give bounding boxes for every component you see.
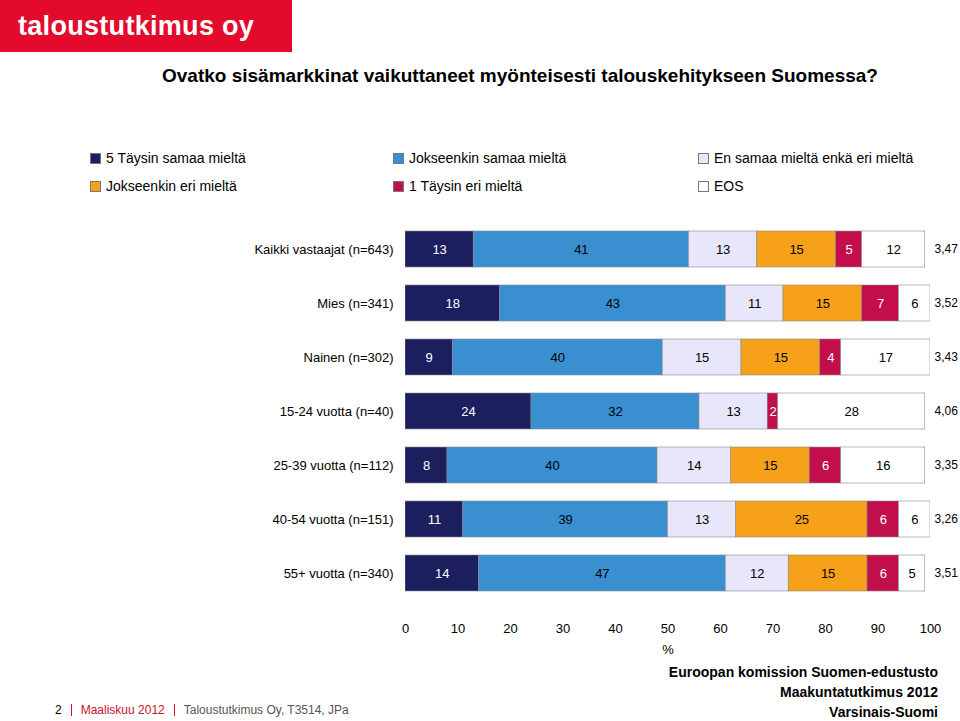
svg-text:24: 24: [461, 404, 475, 419]
svg-text:%: %: [662, 642, 674, 657]
svg-text:3,26: 3,26: [935, 512, 959, 526]
svg-text:15: 15: [789, 242, 803, 257]
svg-text:15: 15: [763, 458, 777, 473]
html-text:Taloustutkimus Oy, T3514, JPa: Taloustutkimus Oy, T3514, JPa: [183, 703, 349, 717]
svg-text:15: 15: [816, 296, 830, 311]
svg-text:15: 15: [695, 350, 709, 365]
svg-text:50: 50: [661, 621, 675, 636]
svg-text:12: 12: [887, 242, 901, 257]
svg-text:11: 11: [428, 512, 442, 527]
svg-text:100: 100: [920, 621, 942, 636]
svg-text:20: 20: [503, 621, 517, 636]
html-text:2: 2: [55, 703, 62, 717]
svg-text:80: 80: [818, 621, 832, 636]
svg-text:30: 30: [556, 621, 570, 636]
svg-text:70: 70: [766, 621, 780, 636]
svg-text:55+ vuotta (n=340): 55+ vuotta (n=340): [284, 566, 394, 581]
svg-text:Kaikki vastaajat (n=643): Kaikki vastaajat (n=643): [254, 242, 393, 257]
svg-text:40-54 vuotta (n=151): 40-54 vuotta (n=151): [272, 512, 393, 527]
html-text:Varsinais-Suomi: Varsinais-Suomi: [829, 704, 938, 720]
svg-text:5: 5: [846, 242, 853, 257]
svg-text:6: 6: [880, 512, 887, 527]
svg-text:18: 18: [446, 296, 460, 311]
html-text:Maakuntatutkimus 2012: Maakuntatutkimus 2012: [780, 684, 938, 700]
svg-text:6: 6: [822, 458, 829, 473]
svg-text:3,47: 3,47: [935, 242, 959, 256]
svg-text:15-24 vuotta (n=40): 15-24 vuotta (n=40): [280, 404, 394, 419]
svg-text:6: 6: [911, 296, 918, 311]
svg-text:43: 43: [606, 296, 620, 311]
svg-text:7: 7: [877, 296, 884, 311]
svg-text:40: 40: [545, 458, 559, 473]
html-text:En samaa mieltä enkä eri mielt: En samaa mieltä enkä eri mieltä: [714, 150, 914, 166]
svg-text:90: 90: [871, 621, 885, 636]
svg-text:5: 5: [909, 566, 916, 581]
svg-text:11: 11: [748, 296, 762, 311]
html-text:1 Täysin eri mieltä: 1 Täysin eri mieltä: [409, 178, 523, 194]
svg-text:13: 13: [432, 242, 446, 257]
svg-text:6: 6: [880, 566, 887, 581]
svg-text:13: 13: [716, 242, 730, 257]
svg-text:17: 17: [879, 350, 893, 365]
svg-text:28: 28: [845, 404, 859, 419]
html-text:Euroopan komission Suomen-edus: Euroopan komission Suomen-edustusto: [668, 664, 938, 680]
svg-text:Mies (n=341): Mies (n=341): [317, 296, 393, 311]
svg-text:3,52: 3,52: [935, 296, 959, 310]
svg-text:40: 40: [551, 350, 565, 365]
svg-text:60: 60: [713, 621, 727, 636]
svg-text:13: 13: [695, 512, 709, 527]
svg-text:4,06: 4,06: [935, 404, 959, 418]
svg-text:Nainen (n=302): Nainen (n=302): [304, 350, 394, 365]
svg-text:16: 16: [876, 458, 890, 473]
svg-text:10: 10: [451, 621, 465, 636]
svg-text:2: 2: [769, 404, 776, 419]
html-text:EOS: EOS: [714, 178, 744, 194]
html-text:Jokseenkin eri mieltä: Jokseenkin eri mieltä: [106, 178, 237, 194]
svg-text:9: 9: [426, 350, 433, 365]
svg-text:14: 14: [687, 458, 701, 473]
svg-text:39: 39: [558, 512, 572, 527]
svg-text:0: 0: [402, 621, 409, 636]
svg-text:3,35: 3,35: [935, 458, 959, 472]
svg-text:40: 40: [608, 621, 622, 636]
html-text:Jokseenkin samaa mieltä: Jokseenkin samaa mieltä: [409, 150, 567, 166]
svg-text:32: 32: [608, 404, 622, 419]
html-text:5 Täysin samaa mieltä: 5 Täysin samaa mieltä: [106, 150, 246, 166]
svg-text:15: 15: [821, 566, 835, 581]
html-text:taloustutkimus oy: taloustutkimus oy: [18, 11, 255, 41]
svg-text:41: 41: [574, 242, 588, 257]
svg-text:4: 4: [827, 350, 834, 365]
svg-text:3,43: 3,43: [935, 350, 959, 364]
svg-text:25: 25: [795, 512, 809, 527]
html-text:Ovatko sisämarkkinat vaikuttan: Ovatko sisämarkkinat vaikuttaneet myönte…: [162, 65, 878, 86]
svg-text:13: 13: [726, 404, 740, 419]
svg-text:8: 8: [423, 458, 430, 473]
svg-text:25-39 vuotta (n=112): 25-39 vuotta (n=112): [273, 458, 393, 473]
svg-text:15: 15: [774, 350, 788, 365]
svg-text:6: 6: [911, 512, 918, 527]
html-text:Maaliskuu 2012: Maaliskuu 2012: [80, 703, 165, 717]
svg-text:3,51: 3,51: [935, 566, 959, 580]
svg-text:12: 12: [750, 566, 764, 581]
svg-text:14: 14: [435, 566, 449, 581]
svg-text:47: 47: [595, 566, 609, 581]
